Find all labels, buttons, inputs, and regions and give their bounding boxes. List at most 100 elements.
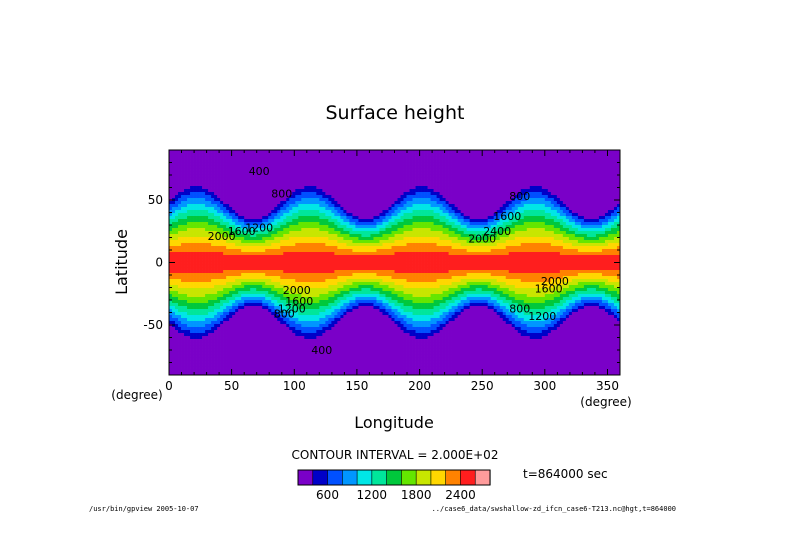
field-cell <box>499 210 504 214</box>
field-cell <box>223 231 227 235</box>
field-cell <box>184 156 188 160</box>
field-cell <box>454 246 458 250</box>
field-cell <box>337 180 341 184</box>
field-cell <box>349 225 353 229</box>
field-cell <box>547 240 552 244</box>
field-cell <box>490 150 495 154</box>
field-cell <box>493 165 498 169</box>
field-cell <box>415 156 419 160</box>
field-cell <box>211 198 215 202</box>
field-cell <box>451 165 455 169</box>
field-cell <box>553 237 558 241</box>
field-cell <box>463 201 468 205</box>
field-cell <box>289 156 293 160</box>
field-cell <box>325 204 329 208</box>
field-cell <box>523 210 528 214</box>
field-cell <box>235 156 239 160</box>
field-cell <box>541 231 546 235</box>
field-cell <box>328 204 332 208</box>
field-cell <box>256 168 260 172</box>
field-cell <box>466 195 471 199</box>
field-cell <box>469 189 474 193</box>
field-cell <box>400 213 404 217</box>
field-cell <box>370 171 374 175</box>
field-cell <box>532 162 537 166</box>
field-cell <box>610 183 615 187</box>
field-cell <box>340 231 344 235</box>
field-cell <box>181 177 185 181</box>
field-cell <box>436 195 440 199</box>
field-cell <box>466 231 471 235</box>
field-cell <box>418 210 422 214</box>
field-cell <box>544 192 549 196</box>
field-cell <box>358 231 362 235</box>
field-cell <box>181 162 185 166</box>
field-cell <box>334 198 338 202</box>
field-cell <box>247 162 251 166</box>
field-cell <box>613 174 618 178</box>
field-cell <box>232 168 236 172</box>
field-cell <box>421 159 425 163</box>
field-cell <box>226 192 230 196</box>
field-cell <box>400 177 404 181</box>
field-cell <box>580 153 585 157</box>
field-cell <box>391 162 395 166</box>
field-cell <box>193 249 197 253</box>
field-cell <box>460 201 465 205</box>
field-cell <box>565 171 570 175</box>
field-cell <box>538 186 543 190</box>
field-cell <box>469 183 474 187</box>
field-cell <box>604 171 609 175</box>
field-cell <box>577 231 582 235</box>
field-cell <box>475 228 480 232</box>
field-cell <box>460 204 465 208</box>
field-cell <box>451 171 455 175</box>
field-cell <box>274 186 278 190</box>
field-cell <box>415 177 419 181</box>
field-cell <box>493 204 498 208</box>
field-cell <box>268 150 272 154</box>
field-cell <box>589 159 594 163</box>
field-cell <box>589 153 594 157</box>
field-cell <box>538 198 543 202</box>
field-cell <box>220 228 224 232</box>
field-cell <box>475 219 480 223</box>
field-cell <box>412 201 416 205</box>
field-cell <box>301 183 305 187</box>
field-cell <box>508 180 513 184</box>
field-cell <box>238 246 242 250</box>
field-cell <box>196 219 200 223</box>
field-cell <box>583 186 588 190</box>
field-cell <box>301 246 305 250</box>
field-cell <box>307 183 311 187</box>
field-cell <box>463 195 468 199</box>
field-cell <box>193 177 197 181</box>
field-cell <box>562 216 567 220</box>
field-cell <box>607 198 612 202</box>
field-cell <box>613 246 618 250</box>
field-cell <box>511 171 516 175</box>
field-cell <box>571 240 576 244</box>
field-cell <box>586 207 591 211</box>
field-cell <box>613 192 618 196</box>
field-cell <box>592 198 597 202</box>
field-cell <box>442 222 446 226</box>
field-cell <box>340 192 344 196</box>
field-cell <box>526 201 531 205</box>
field-cell <box>412 174 416 178</box>
field-cell <box>481 222 486 226</box>
field-cell <box>559 207 564 211</box>
field-cell <box>592 246 597 250</box>
field-cell <box>379 183 383 187</box>
field-cell <box>208 219 212 223</box>
field-cell <box>223 228 227 232</box>
field-cell <box>496 153 501 157</box>
field-cell <box>565 159 570 163</box>
field-cell <box>301 174 305 178</box>
field-cell <box>328 240 332 244</box>
field-cell <box>367 246 371 250</box>
field-cell <box>568 186 573 190</box>
field-cell <box>433 240 437 244</box>
field-cell <box>370 174 374 178</box>
field-cell <box>322 246 326 250</box>
